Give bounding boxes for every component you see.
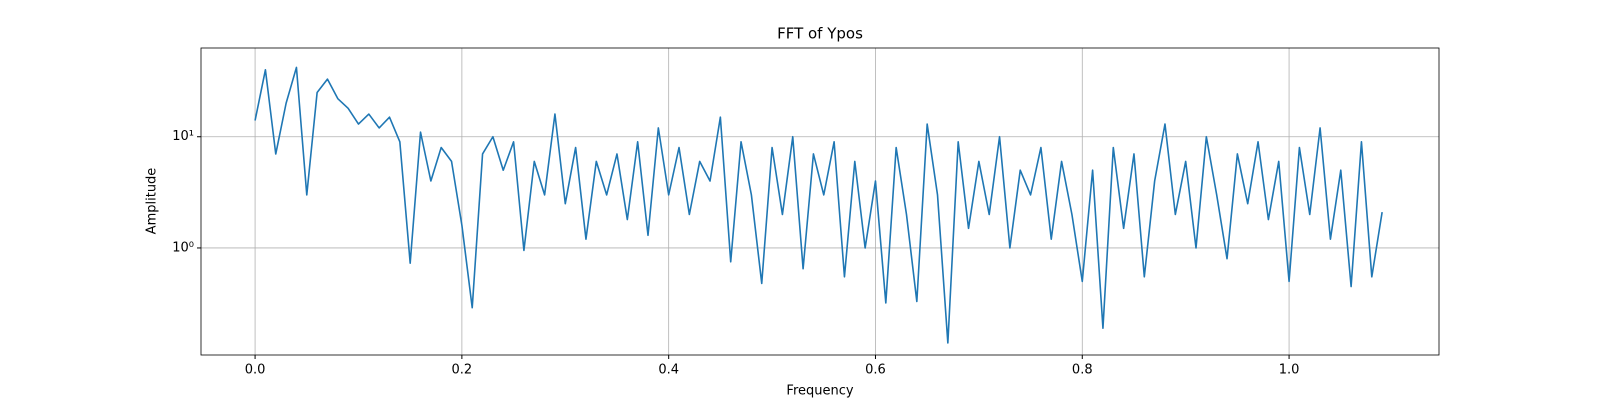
x-tick-label: 0.8 [1072, 363, 1093, 378]
x-tick-label: 0.2 [452, 363, 473, 378]
data-line [254, 66, 1383, 344]
y-axis-label: Amplitude [145, 168, 160, 235]
x-tick-label: 0.4 [658, 363, 679, 378]
y-tick-label: 10¹ [172, 129, 194, 144]
x-tick-label: 1.0 [1279, 363, 1300, 378]
x-tick-label: 0.0 [245, 363, 266, 378]
chart-title: FFT of Ypos [777, 25, 863, 43]
x-tick-label: 0.6 [865, 363, 886, 378]
x-axis-label: Frequency [786, 384, 853, 399]
plot-frame [200, 47, 1440, 356]
y-tick-label: 10⁰ [172, 240, 194, 255]
